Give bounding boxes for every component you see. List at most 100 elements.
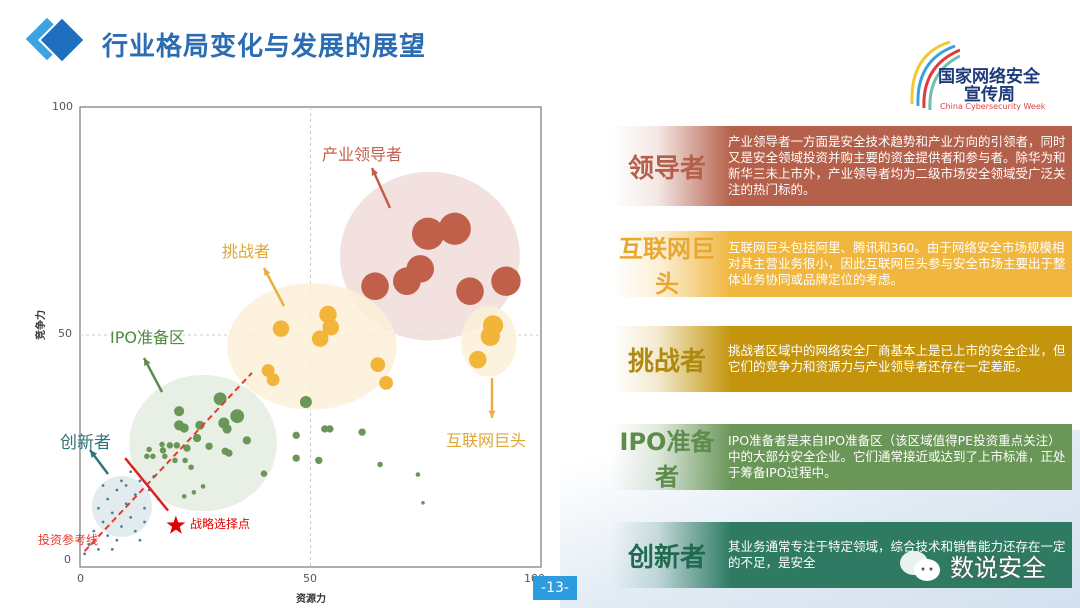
bubble-group-3 xyxy=(421,500,425,505)
bubble-group-1 xyxy=(319,305,337,324)
bubble-group-3 xyxy=(144,453,150,460)
bubble-group-4 xyxy=(92,529,96,533)
arrow-leader xyxy=(370,167,392,209)
bubble-group-3 xyxy=(299,396,312,409)
label-strategy-point: 战略选择点 xyxy=(190,517,251,531)
bubble-group-1 xyxy=(370,357,386,373)
bubble-group-4 xyxy=(120,525,123,528)
arrow-leader-head-icon xyxy=(371,168,379,176)
bubble-group-3 xyxy=(159,447,167,454)
wechat-watermark: 数说安全 xyxy=(898,548,1046,583)
bubble-group-3 xyxy=(225,449,233,457)
label-challenger: 挑战者 xyxy=(222,242,271,261)
bubble-group-3 xyxy=(358,428,366,436)
bubble-group-4 xyxy=(143,506,146,510)
label-industry-leader: 产业领导者 xyxy=(322,145,403,164)
bubble-group-3 xyxy=(181,494,187,499)
panel-challenger: 挑战者 挑战者区域中的网络安全厂商基本上是已上市的安全企业，但它们的竞争力和资源… xyxy=(612,326,1072,392)
bubble-group-2 xyxy=(469,350,487,369)
panel-challenger-text: 挑战者区域中的网络安全厂商基本上是已上市的安全企业，但它们的竞争力和资源力与产业… xyxy=(728,343,1066,374)
bubble-group-3 xyxy=(183,444,191,452)
logo-text-line1: 国家网络安全 xyxy=(938,67,1040,87)
bubble-group-4 xyxy=(110,547,114,551)
panel-ipo-title: IPO准备者 xyxy=(619,428,715,491)
bubble-group-3 xyxy=(174,406,185,417)
label-internet-giant: 互联网巨头 xyxy=(446,431,527,450)
bubble-group-3 xyxy=(173,442,181,449)
bubble-group-4 xyxy=(124,484,128,487)
region-4 xyxy=(91,476,152,537)
bubble-group-3 xyxy=(162,453,168,460)
logo-text-line3: China Cybersecurity Week xyxy=(940,102,1046,111)
bubble-group-4 xyxy=(83,552,86,556)
watermark-text: 数说安全 xyxy=(950,554,1046,582)
bubble-group-1 xyxy=(311,330,329,347)
cybersecurity-week-logo: 国家网络安全 宣传周 China Cybersecurity Week xyxy=(900,34,1070,114)
bubble-group-0 xyxy=(491,266,521,296)
bubble-group-3 xyxy=(166,442,174,449)
bubble-group-2 xyxy=(480,326,500,347)
bubble-group-3 xyxy=(182,457,188,464)
bubble-group-4 xyxy=(120,479,123,483)
bubble-group-4 xyxy=(129,470,133,474)
bubble-group-3 xyxy=(191,490,197,495)
bubble-group-0 xyxy=(406,255,435,283)
panel-innovator-title: 创新者 xyxy=(627,542,706,573)
bubble-group-1 xyxy=(266,373,280,387)
bubble-group-3 xyxy=(150,453,156,460)
x-axis-label: 资源力 xyxy=(296,594,326,605)
panel-internet-giant: 互联网巨头 互联网巨头包括阿里、腾讯和360。由于网络安全市场规模相对其主营业务… xyxy=(612,231,1072,298)
bubble-group-1 xyxy=(322,318,340,336)
bubble-group-3 xyxy=(230,409,245,424)
logo-swoosh-icon xyxy=(910,40,960,111)
x-tick-0: 0 xyxy=(77,572,84,585)
bubble-group-4 xyxy=(101,484,105,487)
bubble-group-3 xyxy=(205,442,213,450)
bubble-group-3 xyxy=(326,425,334,433)
bubble-group-3 xyxy=(195,420,205,430)
y-axis-label: 竞争力 xyxy=(36,310,47,340)
bubble-group-3 xyxy=(292,431,300,439)
bubble-group-3 xyxy=(188,464,194,470)
region-3 xyxy=(129,374,277,512)
bubble-group-4 xyxy=(97,506,100,510)
bubble-group-4 xyxy=(138,538,142,542)
panel-innovator-text: 其业务通常专注于特定领域，综合技术和销售能力还存在一定的不足，是安全 xyxy=(728,539,1066,570)
bubble-group-3 xyxy=(242,436,252,445)
bubble-group-3 xyxy=(159,441,165,448)
bubble-group-1 xyxy=(272,320,290,337)
title-diamond-icon xyxy=(25,18,87,65)
bubble-group-4 xyxy=(110,511,114,515)
label-reference-line: 投资参考线 xyxy=(38,533,99,547)
y-tick-0: 0 xyxy=(64,553,71,566)
bubble-group-3 xyxy=(172,457,178,464)
bubble-group-3 xyxy=(321,425,329,433)
panel-innovator: 创新者 其业务通常专注于特定领域，综合技术和销售能力还存在一定的不足，是安全 xyxy=(612,522,1072,588)
bubble-group-4 xyxy=(143,520,146,524)
panel-internet-giant-text: 互联网巨头包括阿里、腾讯和360。由于网络安全市场规模相对其主营业务很小，因此互… xyxy=(728,240,1066,287)
logo-text-line2: 宣传周 xyxy=(964,85,1015,105)
arrow-challenger-head-icon xyxy=(264,268,271,276)
bubble-group-4 xyxy=(133,529,137,533)
page-title: 行业格局变化与发展的展望 xyxy=(102,32,427,62)
y-tick-100: 100 xyxy=(52,100,73,113)
bubble-group-4 xyxy=(97,547,100,551)
bubble-group-4 xyxy=(115,488,119,492)
investment-reference-line xyxy=(83,372,253,552)
panel-ipo: IPO准备者 IPO准备者是来自IPO准备区（该区域值得PE投资重点关注）中的大… xyxy=(612,424,1072,491)
bubble-group-3 xyxy=(377,461,383,468)
bubble-group-4 xyxy=(87,543,91,547)
y-tick-50: 50 xyxy=(58,327,72,340)
arrow-innovator-head-icon xyxy=(90,450,98,458)
x-tick-50: 50 xyxy=(303,572,317,585)
panel-ipo-text: IPO准备者是来自IPO准备区（该区域值得PE投资重点关注）中的大部分安全企业。… xyxy=(728,433,1066,480)
bubble-group-4 xyxy=(106,497,110,501)
bubble-group-4 xyxy=(106,534,110,538)
bubble-group-4 xyxy=(124,502,128,506)
strategy-line xyxy=(124,457,170,512)
wechat-icon xyxy=(900,550,940,581)
bubble-group-3 xyxy=(192,433,202,443)
bubble-group-3 xyxy=(146,446,152,453)
arrow-internet-giant-head-icon xyxy=(488,410,496,418)
arrow-ipo-head-icon xyxy=(144,358,151,366)
